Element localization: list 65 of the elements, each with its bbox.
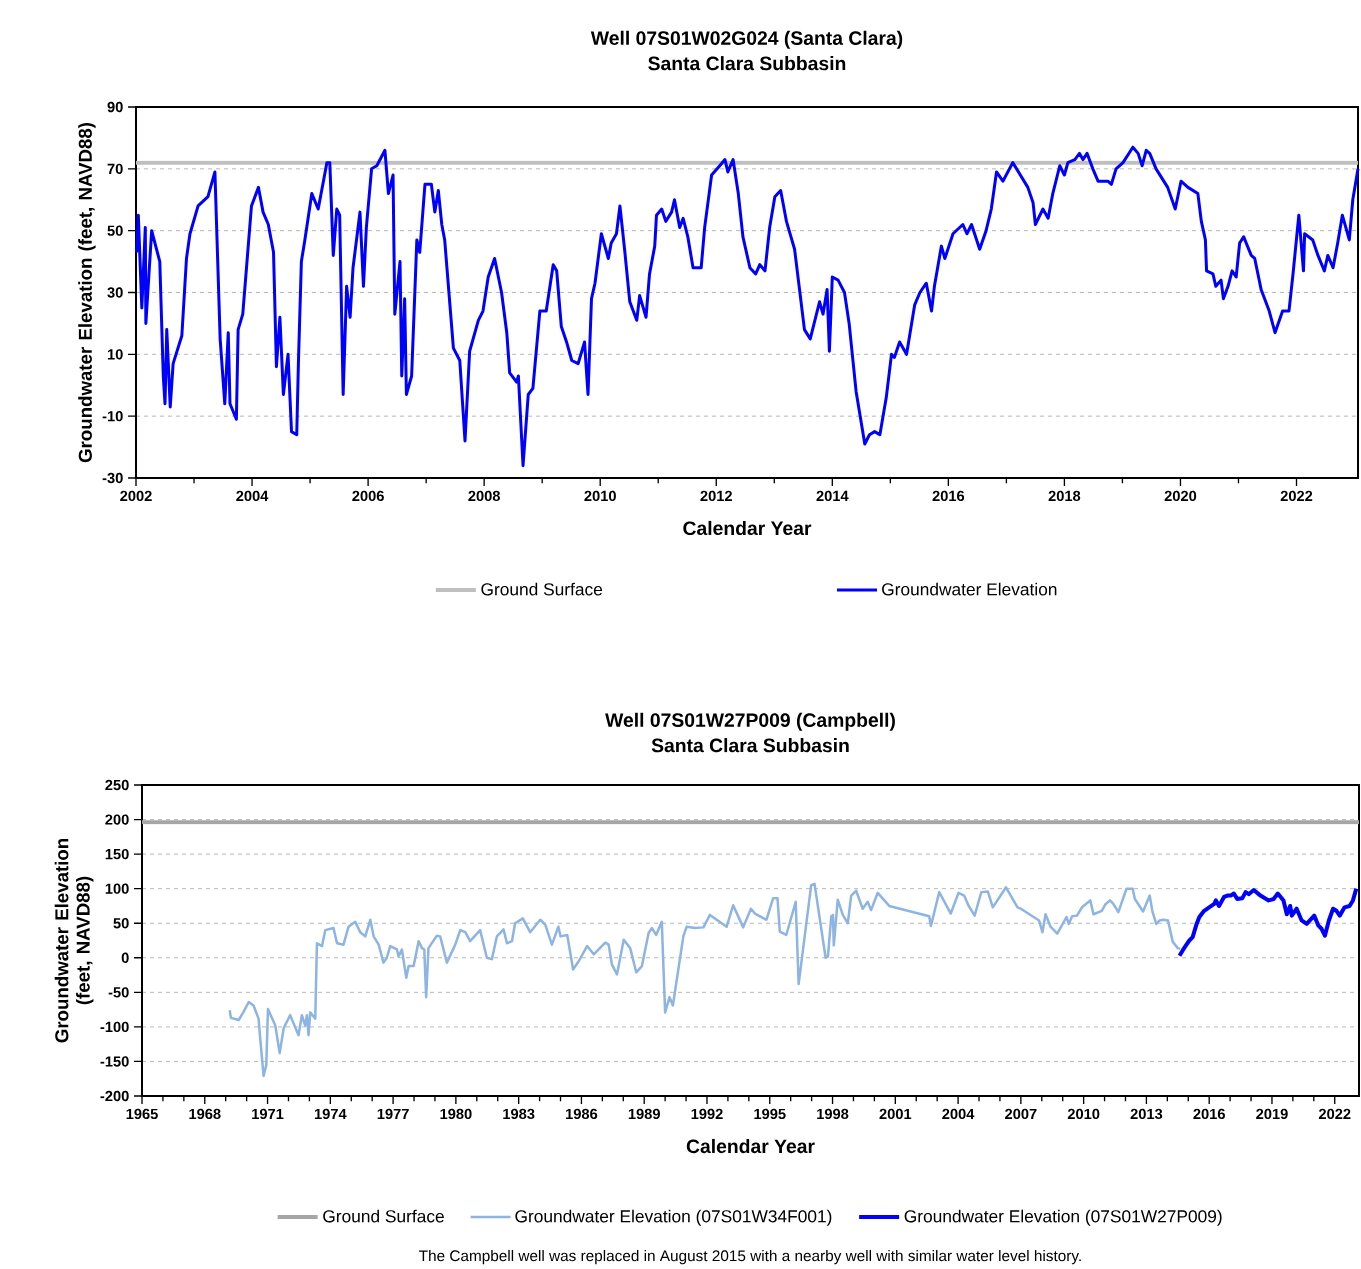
line-series (228, 882, 1182, 1078)
x-tick-label: 2022 (1280, 490, 1313, 502)
x-tick-label: 1965 (126, 1108, 158, 1120)
x-tick-label: 2002 (120, 490, 152, 502)
x-tick-label: 1986 (566, 1108, 598, 1120)
legend-label: Groundwater Elevation (07S01W27P009) (904, 1209, 1222, 1226)
x-axis-title: Calendar Year (683, 520, 812, 536)
line-series (1177, 886, 1359, 958)
y-axis-title: Groundwater Elevation (feet, NAVD88) (54, 838, 94, 1043)
x-axis-title: Calendar Year (686, 1138, 815, 1154)
chart-title: Well 07S01W27P009 (Campbell) (605, 712, 895, 731)
x-tick-label: 1995 (754, 1108, 786, 1120)
x-tick-label: 2004 (942, 1108, 975, 1120)
chart-title: Well 07S01W02G024 (Santa Clara) (590, 30, 903, 49)
y-tick-label: -200 (100, 1090, 129, 1102)
line-series (135, 145, 1360, 468)
x-tick-label: 2022 (1318, 1108, 1351, 1120)
x-tick-label: 2020 (1164, 490, 1197, 502)
x-tick-label: 1998 (817, 1108, 849, 1120)
x-tick-label: 1968 (189, 1108, 221, 1120)
chart-subtitle: Santa Clara Subbasin (651, 738, 849, 753)
legend-label: Groundwater Elevation (882, 582, 1057, 596)
x-tick-label: 1974 (314, 1108, 347, 1120)
text: The Campbell well was replaced in August 2015 with a nearby well with similar water level history. (419, 1249, 1081, 1265)
x-tick-label: 1992 (691, 1108, 723, 1120)
y-tick-label: 90 (107, 101, 123, 113)
y-tick-label: 70 (107, 163, 123, 175)
chart-subtitle: Santa Clara Subbasin (648, 56, 846, 71)
x-tick-label: 2014 (816, 490, 849, 502)
x-tick-label: 2008 (468, 490, 500, 502)
y-tick-label: 200 (105, 814, 129, 825)
x-tick-label: 2010 (584, 490, 616, 502)
x-tick-label: 1980 (440, 1108, 472, 1120)
y-tick-label: -100 (100, 1021, 129, 1033)
x-tick-label: 1977 (377, 1108, 409, 1120)
y-axis-title: Groundwater Elevation (feet, NAVD88) (78, 122, 96, 463)
x-tick-label: 1989 (628, 1108, 660, 1120)
x-tick-label: 2013 (1130, 1108, 1163, 1120)
legend-label: Ground Surface (323, 1209, 444, 1223)
x-tick-label: 2007 (1005, 1108, 1037, 1120)
x-tick-label: 2006 (352, 490, 384, 502)
y-tick-label: 0 (121, 952, 129, 963)
y-tick-label: -30 (102, 472, 123, 484)
y-tick-label: 100 (105, 883, 129, 894)
x-tick-label: 2004 (236, 490, 269, 502)
legend-label: Ground Surface (481, 582, 603, 596)
x-tick-label: 2016 (1193, 1108, 1225, 1120)
y-tick-label: -10 (102, 410, 123, 422)
x-tick-label: 1971 (252, 1108, 284, 1120)
y-tick-label: 250 (105, 779, 129, 791)
x-tick-label: 2016 (932, 490, 965, 502)
x-tick-label: 2001 (879, 1108, 912, 1120)
y-tick-label: -150 (100, 1056, 129, 1067)
y-tick-label: 50 (113, 918, 129, 929)
x-tick-label: 2010 (1067, 1108, 1100, 1120)
x-tick-label: 2018 (1048, 490, 1081, 502)
y-tick-label: -50 (108, 987, 129, 998)
x-tick-label: 1983 (503, 1108, 535, 1120)
y-tick-label: 10 (107, 349, 123, 360)
y-tick-label: 150 (105, 848, 129, 860)
x-tick-label: 2019 (1256, 1108, 1288, 1120)
y-tick-label: 50 (107, 225, 123, 236)
y-tick-label: 30 (107, 287, 123, 298)
legend-label: Groundwater Elevation (07S01W34F001) (515, 1209, 832, 1226)
x-tick-label: 2012 (700, 490, 732, 502)
